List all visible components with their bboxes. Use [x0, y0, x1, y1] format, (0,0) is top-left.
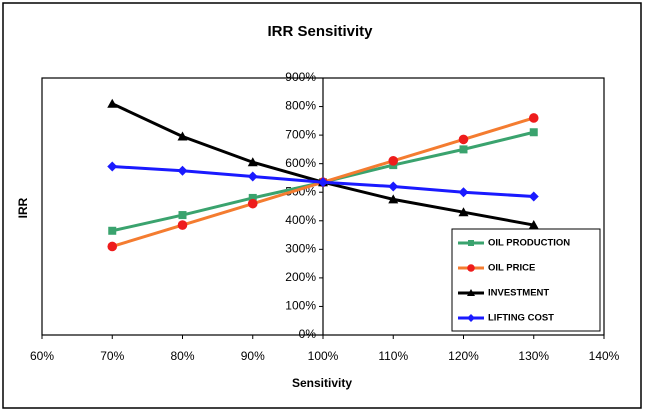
marker [388, 194, 399, 204]
marker [248, 193, 257, 202]
x-tick-label: 130% [518, 349, 549, 363]
marker [247, 157, 258, 167]
marker [467, 314, 475, 322]
x-axis-title: Sensitivity [292, 376, 352, 390]
legend-box [451, 228, 601, 332]
y-tick-label: 300% [285, 242, 316, 256]
chart-border [2, 2, 642, 409]
marker [178, 211, 187, 220]
x-tick-label: 110% [378, 349, 408, 363]
x-tick-label: 90% [241, 349, 265, 363]
marker [177, 220, 188, 230]
x-tick-label: 120% [448, 349, 479, 363]
marker [247, 198, 258, 209]
marker [467, 289, 475, 296]
marker [529, 128, 538, 137]
y-tick-label: 100% [285, 299, 316, 313]
marker [388, 156, 399, 166]
x-tick-label: 80% [170, 349, 194, 363]
marker [107, 241, 118, 252]
x-tick-label: 140% [589, 349, 620, 363]
y-tick-label: 700% [285, 127, 316, 141]
marker [528, 191, 539, 202]
marker [388, 181, 399, 192]
marker [528, 220, 539, 230]
marker [458, 207, 469, 217]
y-tick-label: 600% [285, 156, 316, 170]
y-tick-label: 400% [285, 213, 316, 227]
marker [467, 264, 475, 272]
marker [318, 177, 328, 188]
x-tick-label: 60% [30, 349, 54, 363]
marker [458, 187, 469, 198]
y-tick-label: 0% [299, 327, 317, 341]
x-tick-label: 100% [308, 349, 339, 363]
marker [528, 113, 539, 123]
marker [107, 98, 118, 108]
marker [177, 165, 188, 176]
legend-label: INVESTMENT [488, 288, 549, 299]
marker [177, 131, 188, 141]
y-tick-label: 900% [285, 70, 316, 84]
y-axis-title: IRR [16, 197, 30, 218]
chart-title: IRR Sensitivity [267, 23, 373, 40]
marker [107, 161, 118, 172]
legend-label: OIL PRICE [488, 263, 535, 274]
marker [459, 145, 468, 154]
y-tick-label: 800% [285, 99, 316, 113]
marker [247, 171, 258, 182]
legend-label: LIFTING COST [488, 313, 554, 324]
marker [108, 226, 117, 235]
marker [458, 134, 469, 145]
y-tick-label: 200% [285, 270, 316, 284]
legend-label: OIL PRODUCTION [488, 238, 570, 249]
marker [468, 240, 474, 246]
x-tick-label: 70% [100, 349, 124, 363]
